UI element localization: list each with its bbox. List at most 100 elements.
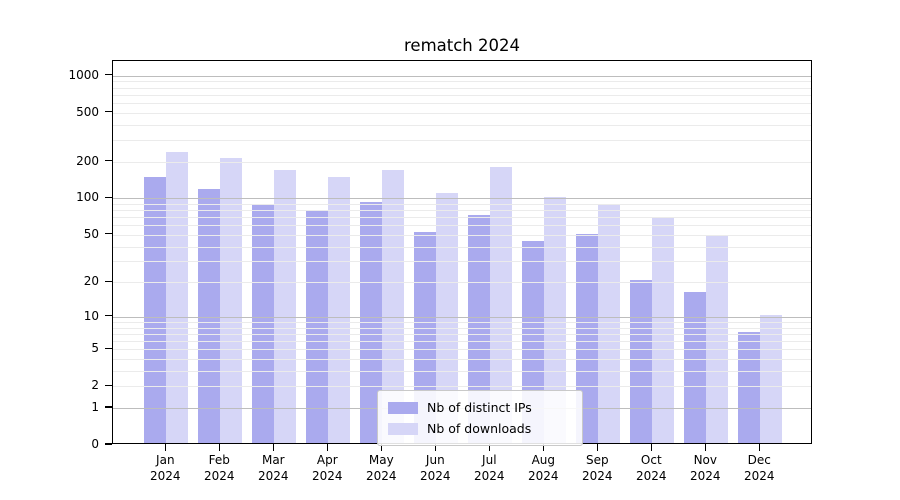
y-tick-label-1000: 1000 bbox=[68, 67, 99, 82]
x-tick-label-dec: Dec 2024 bbox=[732, 452, 786, 484]
x-tick-label-jul: Jul 2024 bbox=[462, 452, 516, 484]
bar-downloads-jan bbox=[166, 152, 189, 443]
y-tick-20 bbox=[105, 280, 112, 282]
bar-distinct-ips-feb bbox=[198, 188, 221, 443]
x-tick-year-jun: 2024 bbox=[420, 469, 451, 483]
y-tick-label-200: 200 bbox=[76, 153, 99, 168]
bar-downloads-oct bbox=[652, 217, 675, 443]
y-tick-0 bbox=[105, 443, 112, 445]
x-tick-year-aug: 2024 bbox=[528, 469, 559, 483]
y-tick-200 bbox=[105, 159, 112, 162]
legend-label-downloads: Nb of downloads bbox=[427, 421, 532, 436]
legend-row-distinct-ips: Nb of distinct IPs bbox=[386, 397, 574, 418]
legend-swatch-downloads bbox=[388, 422, 418, 435]
x-tick-aug bbox=[542, 444, 544, 451]
x-tick-label-nov: Nov 2024 bbox=[678, 452, 732, 484]
y-tick-label-10: 10 bbox=[83, 308, 99, 323]
y-tick-50 bbox=[105, 233, 112, 235]
x-tick-mar bbox=[272, 444, 274, 451]
bar-downloads-jun bbox=[436, 193, 459, 443]
x-tick-label-apr: Apr 2024 bbox=[300, 452, 354, 484]
bar-distinct-ips-jul bbox=[468, 215, 491, 443]
x-tick-month-jan: Jan bbox=[156, 453, 175, 467]
x-tick-label-jan: Jan 2024 bbox=[138, 452, 192, 484]
bar-distinct-ips-apr bbox=[306, 210, 329, 443]
x-tick-month-feb: Feb bbox=[208, 453, 230, 467]
x-tick-nov bbox=[704, 444, 706, 451]
y-tick-5 bbox=[105, 347, 112, 349]
bar-downloads-aug bbox=[544, 197, 567, 443]
x-tick-year-sep: 2024 bbox=[582, 469, 613, 483]
x-tick-dec bbox=[758, 444, 760, 451]
x-tick-jun bbox=[434, 444, 436, 451]
y-tick-1 bbox=[105, 406, 112, 408]
x-tick-month-jun: Jun bbox=[425, 453, 445, 467]
bar-downloads-may bbox=[382, 169, 405, 443]
bar-downloads-mar bbox=[274, 169, 297, 443]
legend-label-distinct-ips: Nb of distinct IPs bbox=[427, 400, 532, 415]
x-tick-year-feb: 2024 bbox=[204, 469, 235, 483]
x-tick-jul bbox=[488, 444, 490, 451]
chart-title: rematch 2024 bbox=[404, 36, 520, 55]
x-tick-month-apr: Apr bbox=[316, 453, 338, 467]
x-tick-month-may: May bbox=[368, 453, 394, 467]
bar-downloads-nov bbox=[706, 236, 729, 443]
x-tick-month-mar: Mar bbox=[261, 453, 285, 467]
x-tick-month-aug: Aug bbox=[531, 453, 556, 467]
bar-downloads-apr bbox=[328, 176, 351, 443]
y-tick-label-100: 100 bbox=[76, 190, 99, 205]
x-tick-label-feb: Feb 2024 bbox=[192, 452, 246, 484]
x-tick-label-oct: Oct 2024 bbox=[624, 452, 678, 484]
plot-area bbox=[112, 60, 812, 444]
x-tick-month-sep: Sep bbox=[585, 453, 609, 467]
bar-distinct-ips-nov bbox=[684, 291, 707, 443]
x-tick-month-dec: Dec bbox=[747, 453, 771, 467]
bar-distinct-ips-dec bbox=[738, 331, 761, 443]
y-tick-label-0: 0 bbox=[91, 437, 99, 451]
bar-downloads-dec bbox=[760, 314, 783, 443]
bar-downloads-jul bbox=[490, 166, 513, 443]
x-tick-feb bbox=[218, 444, 220, 451]
x-tick-sep bbox=[596, 444, 598, 451]
x-tick-month-nov: Nov bbox=[693, 453, 717, 467]
y-tick-label-5: 5 bbox=[91, 341, 99, 356]
bar-distinct-ips-jan bbox=[144, 176, 167, 443]
y-tick-label-500: 500 bbox=[76, 104, 99, 119]
x-tick-label-mar: Mar 2024 bbox=[246, 452, 300, 484]
bar-downloads-sep bbox=[598, 203, 621, 443]
x-tick-year-mar: 2024 bbox=[258, 469, 289, 483]
y-tick-label-1: 1 bbox=[91, 399, 99, 414]
x-tick-year-dec: 2024 bbox=[744, 469, 775, 483]
y-tick-500 bbox=[105, 111, 112, 113]
x-tick-label-may: May 2024 bbox=[354, 452, 408, 484]
x-tick-may bbox=[380, 444, 382, 451]
y-tick-1000 bbox=[105, 74, 112, 76]
bar-distinct-ips-mar bbox=[252, 203, 275, 443]
x-tick-year-apr: 2024 bbox=[312, 469, 343, 483]
bars-layer bbox=[113, 61, 811, 443]
x-tick-jan bbox=[164, 444, 166, 451]
y-tick-100 bbox=[105, 196, 112, 198]
x-tick-label-aug: Aug 2024 bbox=[516, 452, 570, 484]
y-tick-label-2: 2 bbox=[91, 378, 99, 393]
legend-swatch-distinct-ips bbox=[388, 401, 418, 414]
x-tick-month-jul: Jul bbox=[482, 453, 497, 467]
bar-distinct-ips-oct bbox=[630, 280, 653, 443]
x-tick-year-jan: 2024 bbox=[150, 469, 181, 483]
x-tick-oct bbox=[650, 444, 652, 451]
x-tick-apr bbox=[326, 444, 328, 451]
x-tick-label-jun: Jun 2024 bbox=[408, 452, 462, 484]
bar-downloads-feb bbox=[220, 158, 243, 443]
y-tick-label-50: 50 bbox=[83, 226, 99, 241]
y-tick-label-20: 20 bbox=[83, 274, 99, 289]
x-tick-year-nov: 2024 bbox=[690, 469, 721, 483]
x-tick-label-sep: Sep 2024 bbox=[570, 452, 624, 484]
legend: Nb of distinct IPs Nb of downloads bbox=[377, 390, 583, 446]
x-tick-year-oct: 2024 bbox=[636, 469, 667, 483]
x-tick-year-may: 2024 bbox=[366, 469, 397, 483]
legend-row-downloads: Nb of downloads bbox=[386, 418, 574, 439]
y-tick-10 bbox=[105, 315, 112, 317]
y-tick-2 bbox=[105, 384, 112, 386]
x-tick-year-jul: 2024 bbox=[474, 469, 505, 483]
